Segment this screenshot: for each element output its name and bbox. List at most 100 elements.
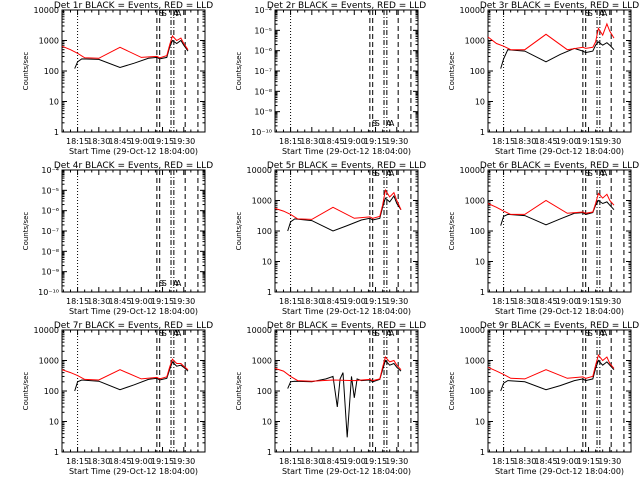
series-line-events	[500, 41, 615, 69]
y-tick-label: 10	[475, 418, 485, 427]
panel-6: Det 6r BLACK = Events, RED = LLD 1 10 100 10…	[448, 161, 639, 316]
panel-1: Det 1r BLACK = Events, RED = LLD 1 10 100 10…	[22, 1, 213, 156]
series-line-events	[74, 39, 189, 69]
x-axis-label: Start Time (29-Oct-12 18:04:00)	[282, 467, 411, 476]
x-tick-label: 18:15	[66, 457, 89, 466]
series-line-lld	[274, 188, 402, 220]
marker-label: A	[389, 329, 395, 338]
marker-label: S	[375, 119, 380, 128]
y-tick-label: 1000	[252, 197, 272, 206]
x-tick-label: 19:15	[364, 297, 387, 306]
y-tick-label: 10⁻⁹	[41, 268, 59, 277]
x-tick-label: 18:45	[535, 457, 558, 466]
x-axis-label: Start Time (29-Oct-12 18:04:00)	[69, 467, 198, 476]
x-tick-label: 18:45	[535, 137, 558, 146]
y-tick-label: 10	[49, 418, 59, 427]
series-line-lld	[487, 22, 615, 51]
marker-label: S	[588, 329, 593, 338]
panel-7: Det 7r BLACK = Events, RED = LLD 1 10 100 10…	[22, 321, 213, 476]
x-tick-label: 19:30	[385, 457, 408, 466]
series-line-events	[287, 194, 402, 232]
x-axis-label: Start Time (29-Oct-12 18:04:00)	[69, 147, 198, 156]
panel-8: Det 8r BLACK = Events, RED = LLD 1 10 100 10…	[235, 321, 426, 476]
x-tick-label: 19:00	[130, 457, 153, 466]
x-tick-label: 18:45	[535, 297, 558, 306]
x-tick-label: 18:15	[492, 297, 515, 306]
x-tick-label: 18:30	[513, 457, 536, 466]
marker-label: S	[372, 119, 377, 128]
series-line-events	[74, 360, 189, 392]
x-tick-label: 18:15	[66, 297, 89, 306]
y-tick-label: 10⁻⁷	[254, 67, 272, 76]
x-tick-label: 19:00	[343, 457, 366, 466]
y-tick-label: 1	[267, 288, 272, 297]
y-tick-label: 10	[475, 98, 485, 107]
x-tick-label: 18:30	[300, 297, 323, 306]
y-tick-label: 10⁻⁹	[254, 108, 272, 117]
panel-title: Det 1r BLACK = Events, RED = LLD	[54, 1, 213, 11]
series-line-lld	[274, 355, 402, 382]
y-tick-label: 10⁻¹⁰	[38, 288, 59, 297]
marker-label: A	[173, 279, 179, 288]
y-axis-label: Counts/sec	[448, 52, 456, 91]
series-line-lld	[487, 354, 615, 380]
y-tick-label: 1	[480, 128, 485, 137]
x-tick-label: 18:15	[279, 457, 302, 466]
y-tick-label: 10⁻⁴	[254, 6, 272, 15]
y-axis-label: Counts/sec	[448, 372, 456, 411]
y-tick-label: 10⁻¹⁰	[251, 128, 272, 137]
panel-title: Det 6r BLACK = Events, RED = LLD	[480, 161, 639, 171]
y-tick-label: 100	[44, 387, 59, 396]
panel-title: Det 4r BLACK = Events, RED = LLD	[54, 161, 213, 171]
x-tick-label: 18:45	[322, 457, 345, 466]
marker-label: A	[386, 119, 392, 128]
x-tick-label: 19:00	[556, 137, 579, 146]
x-tick-label: 19:00	[343, 137, 366, 146]
y-tick-label: 10⁻⁸	[254, 87, 272, 96]
y-tick-label: 10000	[460, 166, 485, 175]
x-tick-label: 19:30	[598, 457, 621, 466]
marker-label: S	[585, 9, 590, 18]
y-axis-label: Counts/sec	[235, 372, 243, 411]
y-tick-label: 1000	[252, 357, 272, 366]
x-axis-label: Start Time (29-Oct-12 18:04:00)	[282, 307, 411, 316]
x-tick-label: 18:30	[87, 297, 110, 306]
marker-label: S	[375, 169, 380, 178]
x-tick-label: 19:15	[364, 137, 387, 146]
panel-title: Det 7r BLACK = Events, RED = LLD	[54, 321, 213, 331]
series-line-lld	[61, 35, 189, 59]
marker-label: A	[599, 329, 605, 338]
marker-label: A	[602, 329, 608, 338]
panel-2: Det 2r BLACK = Events, RED = LLD 10⁻¹⁰ 10⁻…	[235, 1, 426, 156]
series-line-lld	[61, 358, 189, 381]
marker-label: A	[176, 9, 182, 18]
x-tick-label: 18:30	[87, 457, 110, 466]
marker-label: A	[599, 9, 605, 18]
x-tick-label: 18:45	[322, 297, 345, 306]
plot-frame	[487, 169, 632, 293]
x-tick-label: 18:45	[109, 457, 132, 466]
panel-5: Det 5r BLACK = Events, RED = LLD 1 10 100 10…	[235, 161, 426, 316]
y-tick-label: 10000	[34, 6, 59, 15]
y-axis-label: Counts/sec	[235, 52, 243, 91]
marker-label: S	[585, 329, 590, 338]
panel-title: Det 9r BLACK = Events, RED = LLD	[480, 321, 639, 331]
x-tick-label: 18:15	[66, 137, 89, 146]
x-tick-label: 19:15	[577, 457, 600, 466]
y-tick-label: 10000	[247, 326, 272, 335]
marker-label: A	[602, 169, 608, 178]
marker-label: S	[585, 169, 590, 178]
x-tick-label: 18:15	[279, 137, 302, 146]
x-tick-label: 19:00	[343, 297, 366, 306]
x-tick-label: 18:30	[513, 137, 536, 146]
y-tick-label: 1	[267, 448, 272, 457]
x-tick-label: 19:00	[556, 297, 579, 306]
panel-title: Det 5r BLACK = Events, RED = LLD	[267, 161, 426, 171]
y-tick-label: 100	[470, 227, 485, 236]
series-line-lld	[487, 192, 615, 215]
y-tick-label: 1000	[39, 37, 59, 46]
plot-frame	[61, 329, 206, 453]
x-tick-label: 19:30	[385, 297, 408, 306]
y-tick-label: 1	[480, 288, 485, 297]
marker-label: S	[588, 169, 593, 178]
